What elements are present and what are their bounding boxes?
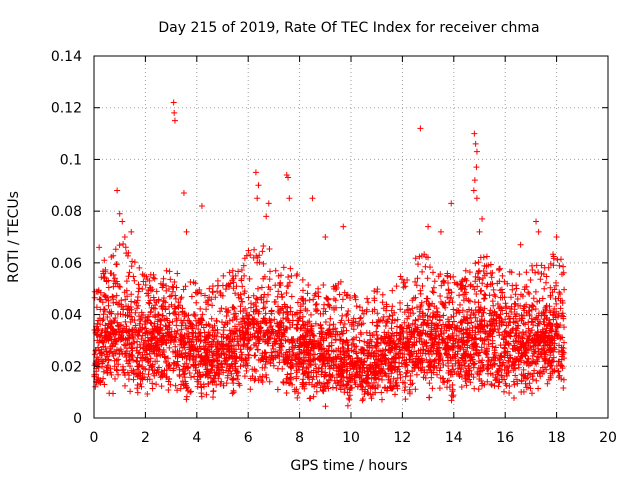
roti-outlier-point xyxy=(473,195,480,202)
roti-outlier-point xyxy=(417,125,424,132)
roti-outlier-point xyxy=(171,109,178,116)
y-tick-label: 0.06 xyxy=(51,256,82,272)
roti-outlier-point xyxy=(285,174,292,181)
roti-outlier-point xyxy=(471,177,478,184)
roti-outlier-point xyxy=(517,241,524,248)
roti-point-cloud xyxy=(91,241,568,410)
roti-outlier-point xyxy=(255,182,262,189)
roti-outlier-point xyxy=(473,148,480,155)
roti-outlier-point xyxy=(96,244,103,251)
roti-outlier-point xyxy=(252,169,259,176)
x-tick-label: 14 xyxy=(445,430,463,446)
x-axis-label: GPS time / hours xyxy=(290,458,407,474)
roti-outlier-point xyxy=(198,202,205,209)
roti-outlier-point xyxy=(535,228,542,235)
axis-ticks-layer: 0 2 4 6 8 10 12 14 16 18 20 0 0.02 0.04 0.06 0.08 0.1 0.1… xyxy=(51,49,617,446)
y-tick-label: 0 xyxy=(73,411,82,427)
roti-outlier-point xyxy=(340,223,347,230)
roti-outlier-point xyxy=(471,130,478,137)
y-axis-label: ROTI / TECUs xyxy=(6,191,22,283)
roti-outlier-point xyxy=(283,171,290,178)
data-points-layer xyxy=(91,99,568,410)
roti-outlier-point xyxy=(121,234,128,240)
roti-outlier-point xyxy=(473,164,480,171)
roti-outlier-point xyxy=(553,234,560,240)
roti-outlier-point xyxy=(101,257,108,264)
y-tick-label: 0.12 xyxy=(51,101,82,117)
y-tick-label: 0.14 xyxy=(51,49,82,65)
roti-outlier-point xyxy=(472,140,479,147)
roti-outlier-point xyxy=(425,223,432,230)
x-tick-label: 2 xyxy=(141,430,150,446)
roti-outlier-point xyxy=(114,187,121,194)
roti-outlier-point xyxy=(171,117,178,124)
roti-outlier-point xyxy=(119,218,126,225)
y-tick-label: 0.08 xyxy=(51,204,82,220)
roti-outlier-point xyxy=(448,200,455,207)
x-tick-label: 0 xyxy=(90,430,99,446)
x-tick-label: 18 xyxy=(548,430,566,446)
x-tick-label: 4 xyxy=(192,430,201,446)
y-tick-label: 0.02 xyxy=(51,359,82,375)
x-tick-label: 6 xyxy=(244,430,253,446)
x-tick-label: 20 xyxy=(599,430,617,446)
roti-outlier-point xyxy=(476,228,483,235)
y-tick-label: 0.1 xyxy=(60,152,82,168)
roti-outlier-point xyxy=(479,215,486,222)
chart-title: Day 215 of 2019, Rate Of TEC Index for r… xyxy=(158,20,539,36)
roti-outlier-point xyxy=(309,195,316,202)
roti-outlier-point xyxy=(128,228,135,235)
roti-outlier-point xyxy=(254,195,261,202)
roti-outlier-point xyxy=(437,228,444,235)
roti-outlier-point xyxy=(170,99,177,106)
roti-outlier-point xyxy=(533,218,540,225)
roti-outlier-point xyxy=(116,210,123,217)
roti-outlier-point xyxy=(286,195,293,202)
roti-outlier-point xyxy=(263,213,270,220)
roti-outlier-point xyxy=(183,228,190,235)
roti-outlier-point xyxy=(265,200,272,207)
x-tick-label: 12 xyxy=(393,430,411,446)
roti-outlier-point xyxy=(180,190,187,197)
y-tick-label: 0.04 xyxy=(51,308,82,324)
roti-outlier-point xyxy=(322,234,329,240)
x-tick-label: 16 xyxy=(496,430,514,446)
roti-outlier-point xyxy=(470,187,477,194)
x-tick-label: 8 xyxy=(295,430,304,446)
x-tick-label: 10 xyxy=(342,430,360,446)
